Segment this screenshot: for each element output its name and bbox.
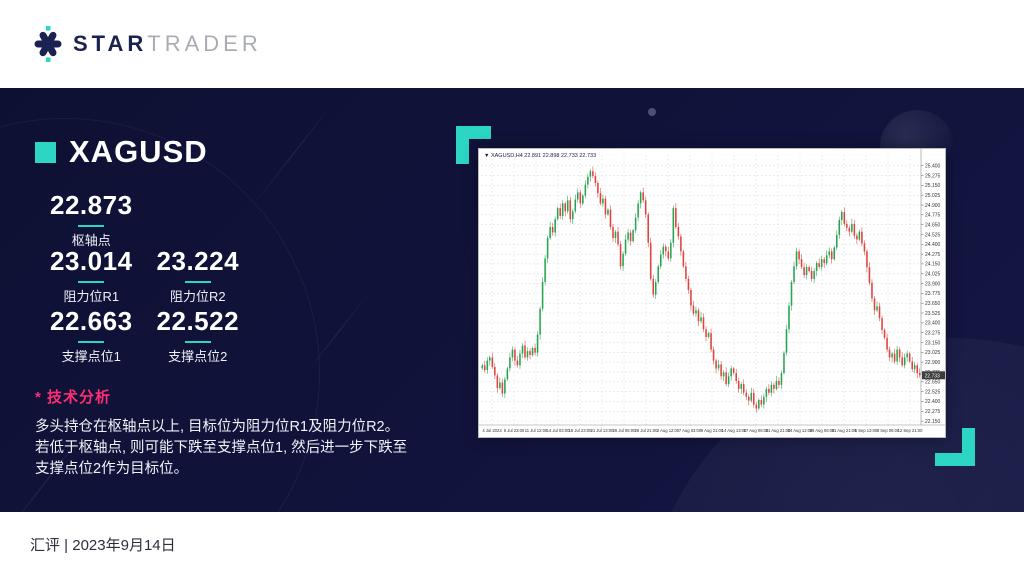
teal-underline bbox=[78, 341, 105, 343]
svg-text:▼ XAGUSD,H4 22.891 22.898 22.: ▼ XAGUSD,H4 22.891 22.898 22.733 22.733 bbox=[484, 153, 596, 159]
svg-text:31 Aug 21:00: 31 Aug 21:00 bbox=[832, 428, 857, 433]
support-row: 22.663 支撑点位1 22.522 支撑点位2 bbox=[50, 306, 239, 365]
resistance-2-label: 阻力位R2 bbox=[169, 289, 226, 304]
svg-text:24 Aug 12:00: 24 Aug 12:00 bbox=[788, 428, 813, 433]
svg-text:22.650: 22.650 bbox=[925, 380, 941, 386]
top-bar: STARTRADER bbox=[0, 0, 1024, 88]
svg-text:24.400: 24.400 bbox=[925, 242, 941, 248]
teal-corner-bracket-top-left bbox=[456, 126, 491, 164]
svg-text:12 Sep 21:00: 12 Sep 21:00 bbox=[898, 428, 924, 433]
svg-text:21 Aug 21:00: 21 Aug 21:00 bbox=[766, 428, 791, 433]
svg-text:22.150: 22.150 bbox=[925, 419, 941, 425]
analysis-line: 多头持仓在枢轴点以上, 目标位为阻力位R1及阻力位R2。 bbox=[35, 419, 400, 435]
svg-text:23.150: 23.150 bbox=[925, 340, 941, 346]
instrument-title: XAGUSD bbox=[69, 134, 208, 169]
svg-text:26 Jul 06:00: 26 Jul 06:00 bbox=[613, 428, 636, 433]
technical-analysis-section: * 技术分析 多头持仓在枢轴点以上, 目标位为阻力位R1及阻力位R2。 若低于枢… bbox=[35, 386, 435, 480]
teal-underline bbox=[184, 281, 211, 283]
svg-text:25.400: 25.400 bbox=[925, 164, 941, 170]
svg-text:8 Sep 06:00: 8 Sep 06:00 bbox=[877, 428, 900, 433]
svg-text:6 Jul 23:00: 6 Jul 23:00 bbox=[504, 428, 525, 433]
pivot-level: 22.873 枢轴点 bbox=[50, 190, 133, 249]
svg-text:24.150: 24.150 bbox=[925, 262, 941, 268]
analysis-panel: XAGUSD 22.873 枢轴点 23.014 阻力位R1 23.224 阻力… bbox=[0, 88, 1024, 512]
svg-text:23.275: 23.275 bbox=[925, 331, 941, 337]
brand-name: STARTRADER bbox=[73, 31, 262, 57]
svg-text:22.525: 22.525 bbox=[925, 389, 941, 395]
teal-underline bbox=[78, 225, 105, 227]
svg-text:28 Jul 21:00: 28 Jul 21:00 bbox=[635, 428, 658, 433]
svg-text:14 Jul 03:00: 14 Jul 03:00 bbox=[547, 428, 570, 433]
teal-underline bbox=[78, 281, 105, 283]
svg-text:24.775: 24.775 bbox=[925, 213, 941, 219]
resistance-2-level: 23.224 阻力位R2 bbox=[157, 246, 240, 305]
decor-line bbox=[252, 103, 333, 207]
footer-text: 汇评 | 2023年9月14日 bbox=[30, 536, 176, 554]
star-asterisk-icon bbox=[34, 26, 62, 62]
svg-text:18 Jul 23:00: 18 Jul 23:00 bbox=[569, 428, 592, 433]
teal-corner-bracket-bottom-right bbox=[935, 428, 975, 466]
svg-text:24.650: 24.650 bbox=[925, 222, 941, 228]
resistance-1-level: 23.014 阻力位R1 bbox=[50, 246, 133, 305]
price-chart-window: 25.400 25.275 25.150 25.025 24.900 24.775 24.6… bbox=[478, 148, 946, 438]
svg-text:7 Aug 03:00: 7 Aug 03:00 bbox=[679, 428, 702, 433]
resistance-2-value: 23.224 bbox=[156, 246, 240, 276]
svg-text:24.900: 24.900 bbox=[925, 203, 941, 209]
svg-text:22.900: 22.900 bbox=[925, 360, 941, 366]
svg-text:21 Jul 13:00: 21 Jul 13:00 bbox=[591, 428, 614, 433]
svg-text:2 Aug 12:00: 2 Aug 12:00 bbox=[657, 428, 680, 433]
analysis-line: 支撑点位2作为目标位。 bbox=[35, 461, 189, 477]
svg-text:14 Aug 13:00: 14 Aug 13:00 bbox=[722, 428, 747, 433]
decor-dot bbox=[648, 108, 656, 116]
svg-text:22.275: 22.275 bbox=[925, 409, 941, 415]
technical-analysis-heading: * 技术分析 bbox=[35, 389, 112, 406]
svg-text:25.025: 25.025 bbox=[925, 193, 941, 199]
svg-text:24.275: 24.275 bbox=[925, 252, 941, 258]
svg-text:25.275: 25.275 bbox=[925, 173, 941, 179]
svg-text:22.400: 22.400 bbox=[925, 399, 941, 405]
svg-text:24.525: 24.525 bbox=[925, 232, 941, 238]
brand-name-light: TRADER bbox=[147, 31, 262, 56]
instrument-title-row: XAGUSD bbox=[35, 134, 208, 170]
pivot-value: 22.873 bbox=[50, 190, 133, 220]
svg-text:22.733: 22.733 bbox=[925, 373, 941, 379]
title-bullet bbox=[35, 141, 56, 163]
resistance-row: 23.014 阻力位R1 23.224 阻力位R2 bbox=[50, 246, 239, 305]
svg-text:9 Aug 21:00: 9 Aug 21:00 bbox=[701, 428, 724, 433]
support-2-level: 22.522 支撑点位2 bbox=[157, 306, 240, 365]
svg-text:23.525: 23.525 bbox=[925, 311, 941, 317]
support-1-label: 支撑点位1 bbox=[61, 349, 121, 364]
svg-text:17 Aug 06:00: 17 Aug 06:00 bbox=[744, 428, 769, 433]
svg-text:11 Jul 12:00: 11 Jul 12:00 bbox=[525, 428, 548, 433]
support-2-label: 支撑点位2 bbox=[168, 349, 228, 364]
svg-text:29 Aug 06:00: 29 Aug 06:00 bbox=[810, 428, 835, 433]
svg-text:23.025: 23.025 bbox=[925, 350, 941, 356]
svg-text:25.150: 25.150 bbox=[925, 183, 941, 189]
pivot-label: 枢轴点 bbox=[71, 233, 111, 248]
teal-underline bbox=[184, 341, 211, 343]
svg-text:23.900: 23.900 bbox=[925, 281, 941, 287]
svg-text:23.650: 23.650 bbox=[925, 301, 941, 307]
svg-text:5 Sep 13:00: 5 Sep 13:00 bbox=[855, 428, 878, 433]
svg-text:4 Jul 2023: 4 Jul 2023 bbox=[482, 428, 502, 433]
support-1-value: 22.663 bbox=[50, 306, 133, 336]
candlestick-chart: 25.400 25.275 25.150 25.025 24.900 24.775 24.6… bbox=[479, 149, 945, 433]
resistance-1-label: 阻力位R1 bbox=[63, 289, 120, 304]
decor-line bbox=[308, 293, 369, 371]
support-2-value: 22.522 bbox=[156, 306, 240, 336]
analysis-line: 若低于枢轴点, 则可能下跌至支撑点位1, 然后进一步下跌至 bbox=[35, 440, 408, 456]
svg-text:24.025: 24.025 bbox=[925, 272, 941, 278]
brand-logo: STARTRADER bbox=[33, 25, 262, 63]
resistance-1-value: 23.014 bbox=[50, 246, 133, 276]
support-1-level: 22.663 支撑点位1 bbox=[50, 306, 133, 365]
svg-text:23.400: 23.400 bbox=[925, 321, 941, 327]
svg-text:23.775: 23.775 bbox=[925, 291, 941, 297]
brand-name-bold: STAR bbox=[73, 31, 148, 56]
footer-bar: 汇评 | 2023年9月14日 bbox=[0, 512, 1024, 576]
